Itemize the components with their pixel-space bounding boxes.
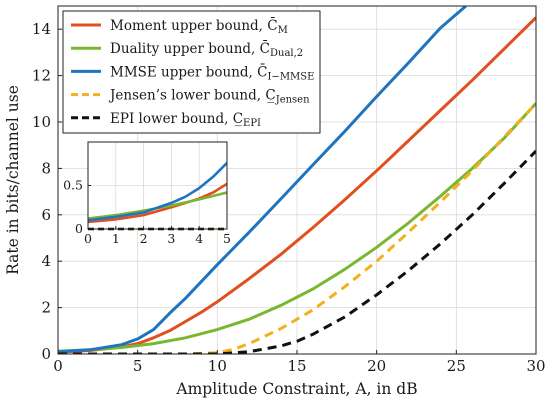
inset-y-tick-label: 0 <box>75 221 83 236</box>
legend-entry-4: EPI lower bound, C̲EPI <box>110 111 261 129</box>
x-tick-label: 20 <box>367 357 386 375</box>
series-line-0 <box>58 16 536 354</box>
inset-x-tick-label: 2 <box>140 231 148 246</box>
inset-x-tick-label: 3 <box>167 231 175 246</box>
y-tick-label: 10 <box>32 113 51 131</box>
y-tick-label: 6 <box>41 206 51 224</box>
legend-entry-text: MMSE upper bound, <box>110 64 257 80</box>
inset-x-tick-label: 0 <box>84 231 92 246</box>
y-tick-label: 12 <box>32 67 51 85</box>
inset-x-tick-label: 5 <box>223 231 231 246</box>
legend-box <box>62 10 321 134</box>
legend-entry-text: Moment upper bound, <box>110 18 267 34</box>
y-tick-label: 8 <box>41 159 51 177</box>
y-tick-label: 14 <box>32 20 51 38</box>
x-tick-label: 0 <box>53 357 63 375</box>
legend-entry-symbol: C̄ <box>267 18 277 34</box>
x-tick-label: 30 <box>526 357 545 375</box>
main-series <box>58 6 536 354</box>
legend-entry-subscript: M <box>278 25 288 36</box>
series-line-1 <box>58 102 536 353</box>
legend-entry-1: Duality upper bound, C̄Dual,2 <box>110 41 303 59</box>
x-axis-label: Amplitude Constraint, A, in dB <box>175 380 417 398</box>
legend-entry-symbol: C̲ <box>265 88 275 104</box>
legend-entry-3: Jensen’s lower bound, C̲Jensen <box>108 88 310 106</box>
inset-series-line-2 <box>88 161 227 222</box>
y-axis-label: Rate in bits/channel use <box>4 85 22 275</box>
y-tick-label: 4 <box>41 252 51 270</box>
legend-entry-subscript: Jensen <box>275 95 310 106</box>
inset-plot: 0 1 2 3 4 5 0 0.5 <box>63 141 231 246</box>
inset-x-tick-label: 4 <box>195 231 203 246</box>
legend-entry-symbol: C̄ <box>257 64 267 80</box>
legend-entry-subscript: EPI <box>243 118 261 129</box>
legend-entry-text: Duality upper bound, <box>110 41 260 57</box>
inset-series-line-0 <box>88 182 227 224</box>
x-tick-label: 5 <box>133 357 143 375</box>
x-tick-label: 10 <box>208 357 227 375</box>
legend-entry-symbol: C̄ <box>260 41 270 57</box>
x-tick-label: 25 <box>447 357 466 375</box>
legend-entry-subscript: I−MMSE <box>267 71 314 82</box>
legend-entry-subscript: Dual,2 <box>270 48 303 59</box>
x-tick-label: 15 <box>287 357 306 375</box>
series-line-3 <box>58 102 536 354</box>
y-tick-label: 2 <box>41 299 51 317</box>
legend-entry-0: Moment upper bound, C̄M <box>110 18 288 36</box>
inset-x-tick-label: 1 <box>112 231 120 246</box>
inset-y-tick-label: 0.5 <box>63 178 83 193</box>
y-tick-label: 0 <box>41 345 51 363</box>
legend-entry-2: MMSE upper bound, C̄I−MMSE <box>110 64 314 82</box>
legend-entry-text: EPI lower bound, <box>110 111 233 127</box>
legend-entry-text: Jensen’s lower bound, <box>108 88 265 104</box>
series-line-2 <box>58 6 467 354</box>
series-line-4 <box>58 149 536 354</box>
legend-entry-symbol: C̲ <box>233 111 243 127</box>
